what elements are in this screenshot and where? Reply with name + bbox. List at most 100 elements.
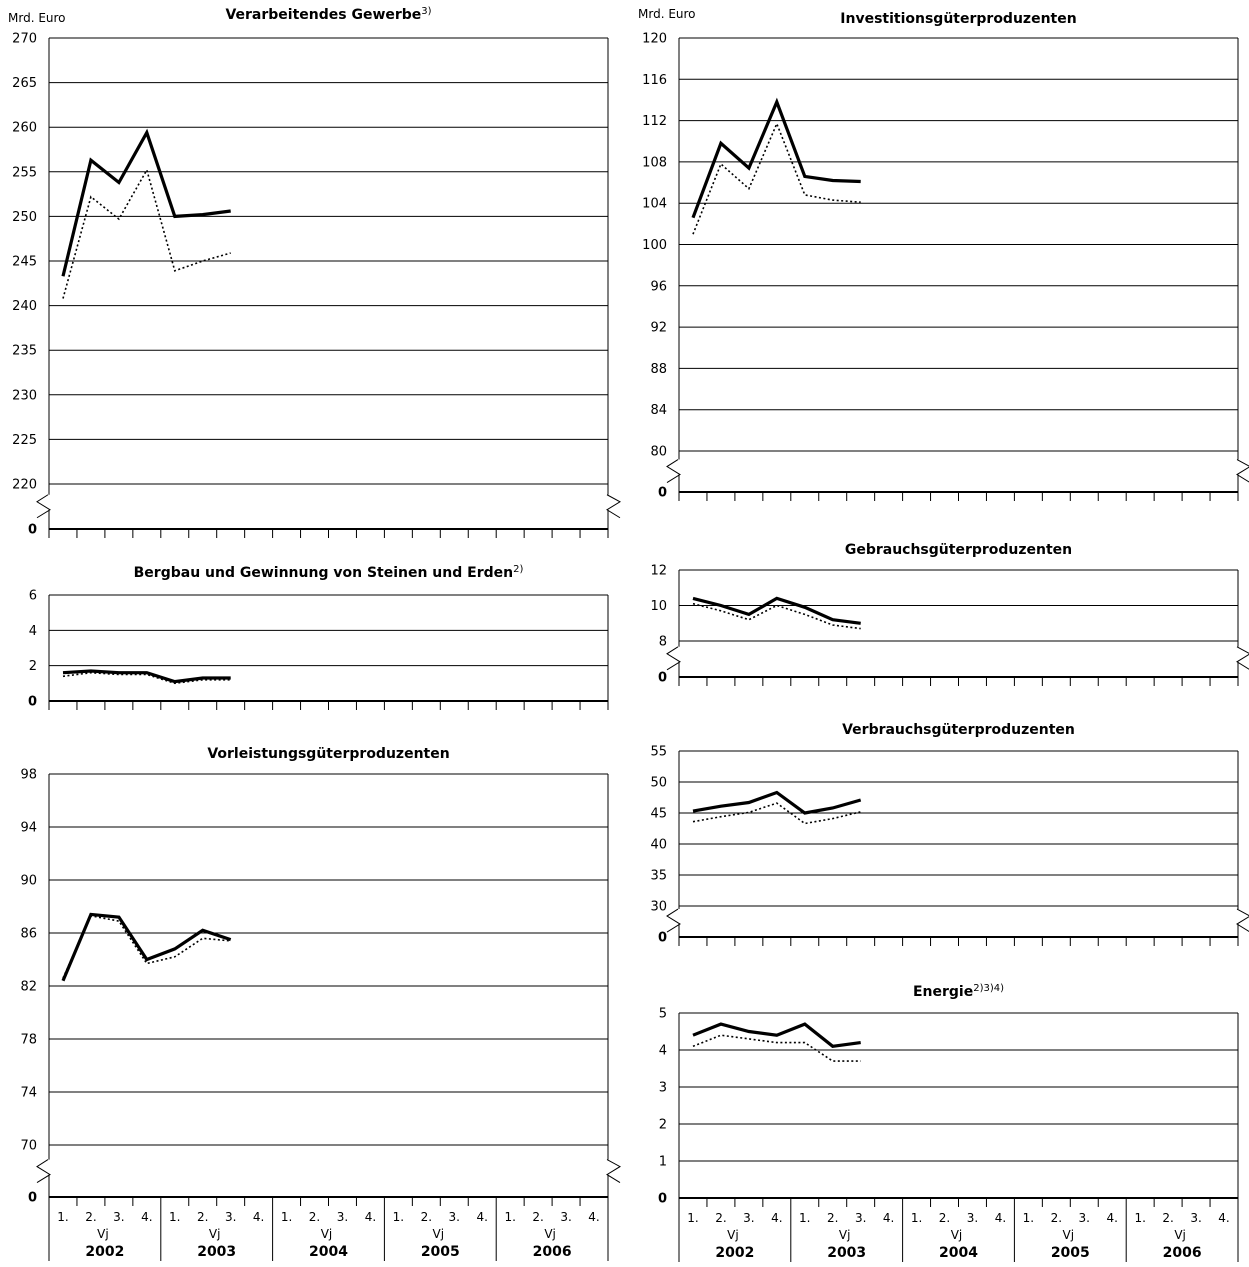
chart-gebrauch: Gebrauchsgüterproduzenten 12 10 8 0 <box>650 542 1249 686</box>
x-quarter-label: 2. <box>827 1211 838 1225</box>
series-line-dotted <box>62 671 231 685</box>
y-tick-label: 92 <box>650 321 667 336</box>
x-quarter-label: 2. <box>532 1210 543 1224</box>
y-tick-label: 5 <box>659 1007 667 1022</box>
x-quarter-label: 1. <box>687 1211 698 1225</box>
unit-label: Mrd. Euro <box>8 11 66 25</box>
x-quarter-label: 4. <box>883 1211 894 1225</box>
x-quarter-label: 2. <box>421 1210 432 1224</box>
chart-title: Investitionsgüterproduzenten <box>840 11 1076 27</box>
y-tick-label: 116 <box>642 73 667 88</box>
x-year-label: 2002 <box>85 1244 124 1260</box>
x-year-label: 2006 <box>1163 1245 1202 1261</box>
y-tick-label: 108 <box>642 155 667 170</box>
y-tick-label: 100 <box>642 238 667 253</box>
series-line-dotted <box>692 121 861 235</box>
x-quarter-label: 2. <box>197 1210 208 1224</box>
chart-title: Energie2)3)4) <box>913 983 1004 1001</box>
chart-vorleistung: Vorleistungsgüterproduzenten 98 94 90 86 82 78… <box>20 746 622 1261</box>
x-quarter-label: 1. <box>799 1211 810 1225</box>
y-tick-label: 2 <box>659 1118 667 1133</box>
chart-title: Gebrauchsgüterproduzenten <box>845 542 1072 558</box>
y-tick-label: 45 <box>650 807 667 822</box>
chart-title-text: Verarbeitendes Gewerbe <box>225 7 421 23</box>
y-tick-label: 4 <box>29 624 37 639</box>
y-tick-label: 35 <box>650 869 667 884</box>
series-line-dotted <box>62 167 231 299</box>
y-tick-label: 0 <box>28 695 37 710</box>
series-line-thick-solid <box>61 128 231 277</box>
chart-title: Vorleistungsgüterproduzenten <box>207 746 449 762</box>
chart-title-text: Investitionsgüterproduzenten <box>840 11 1076 27</box>
axis-break-mark <box>606 494 622 519</box>
x-quarter-label: 1. <box>57 1210 68 1224</box>
x-quarter-label: 2. <box>1162 1211 1173 1225</box>
chart-energie: Energie2)3)4) 5 4 3 2 1 0 1. 2. 3. 4. 1. 2. 3. 4. 1. 2. 3… <box>658 983 1239 1262</box>
chart-title-text: Energie <box>913 984 973 1000</box>
y-tick-label: 74 <box>20 1086 37 1101</box>
x-quarter-label: 1. <box>911 1211 922 1225</box>
x-quarter-label: 2. <box>309 1210 320 1224</box>
y-tick-label: 230 <box>12 388 37 403</box>
y-tick-label: 265 <box>12 76 37 91</box>
x-period-label: Vj <box>209 1227 221 1241</box>
y-tick-label: 96 <box>650 279 667 294</box>
y-tick-label: 80 <box>650 445 667 460</box>
y-tick-label: 78 <box>20 1033 37 1048</box>
y-tick-label: 30 <box>650 900 667 915</box>
x-period-label: Vj <box>544 1227 556 1241</box>
axis-break-mark <box>666 459 681 483</box>
chart-title-text: Vorleistungsgüterproduzenten <box>207 746 449 762</box>
y-tick-label: 270 <box>12 32 37 47</box>
y-tick-label: 94 <box>20 821 37 836</box>
chart-investition: Investitionsgüterproduzenten Mrd. Euro 120… <box>638 7 1249 501</box>
x-quarter-label: 4. <box>476 1210 487 1224</box>
x-quarter-label: 4. <box>1106 1211 1117 1225</box>
axis-break-mark <box>1236 646 1249 670</box>
y-tick-label: 0 <box>28 1191 37 1206</box>
chart-verarbeitendes: Verarbeitendes Gewerbe3) Mrd. Euro 270 265 2… <box>8 6 622 538</box>
y-tick-label: 90 <box>20 874 37 889</box>
series-line-thick-solid <box>62 669 231 684</box>
series-line-thick-solid <box>692 790 862 815</box>
y-tick-label: 245 <box>12 255 37 270</box>
chart-title: Verarbeitendes Gewerbe3) <box>225 6 431 24</box>
x-year-label: 2004 <box>939 1245 978 1261</box>
chart-title-text: Gebrauchsgüterproduzenten <box>845 542 1072 558</box>
y-tick-label: 0 <box>28 523 37 538</box>
x-quarter-label: 1. <box>1023 1211 1034 1225</box>
y-tick-label: 6 <box>29 589 37 604</box>
y-tick-label: 82 <box>20 980 37 995</box>
x-year-label: 2005 <box>1051 1245 1090 1261</box>
y-tick-label: 240 <box>12 299 37 314</box>
series-line-thick-solid <box>61 912 232 982</box>
x-quarter-label: 4. <box>253 1210 264 1224</box>
y-tick-label: 8 <box>659 635 667 650</box>
series-line-dotted <box>62 914 231 979</box>
x-quarter-label: 2. <box>715 1211 726 1225</box>
y-tick-label: 40 <box>650 838 667 853</box>
series-line-dotted <box>692 802 861 825</box>
x-quarter-label: 4. <box>588 1210 599 1224</box>
x-period-label: Vj <box>1174 1228 1186 1242</box>
chart-title-note: 2) <box>513 564 523 575</box>
y-tick-label: 4 <box>659 1044 667 1059</box>
series-line-thick-solid <box>692 1022 861 1048</box>
series-line-thick-solid <box>691 97 861 219</box>
x-period-label: Vj <box>321 1227 333 1241</box>
x-quarter-label: 3. <box>743 1211 754 1225</box>
y-tick-label: 86 <box>20 927 37 942</box>
series-line-dotted <box>692 1034 861 1062</box>
x-quarter-label: 2. <box>85 1210 96 1224</box>
y-tick-label: 2 <box>29 659 37 674</box>
y-tick-label: 0 <box>658 1192 667 1207</box>
y-tick-label: 225 <box>12 433 37 448</box>
y-tick-label: 0 <box>658 671 667 686</box>
x-quarter-label: 2. <box>939 1211 950 1225</box>
x-year-label: 2003 <box>197 1244 236 1260</box>
y-tick-label: 104 <box>642 197 667 212</box>
x-period-label: Vj <box>1063 1228 1075 1242</box>
y-tick-label: 260 <box>12 121 37 136</box>
y-tick-label: 70 <box>20 1139 37 1154</box>
y-tick-label: 0 <box>658 931 667 946</box>
